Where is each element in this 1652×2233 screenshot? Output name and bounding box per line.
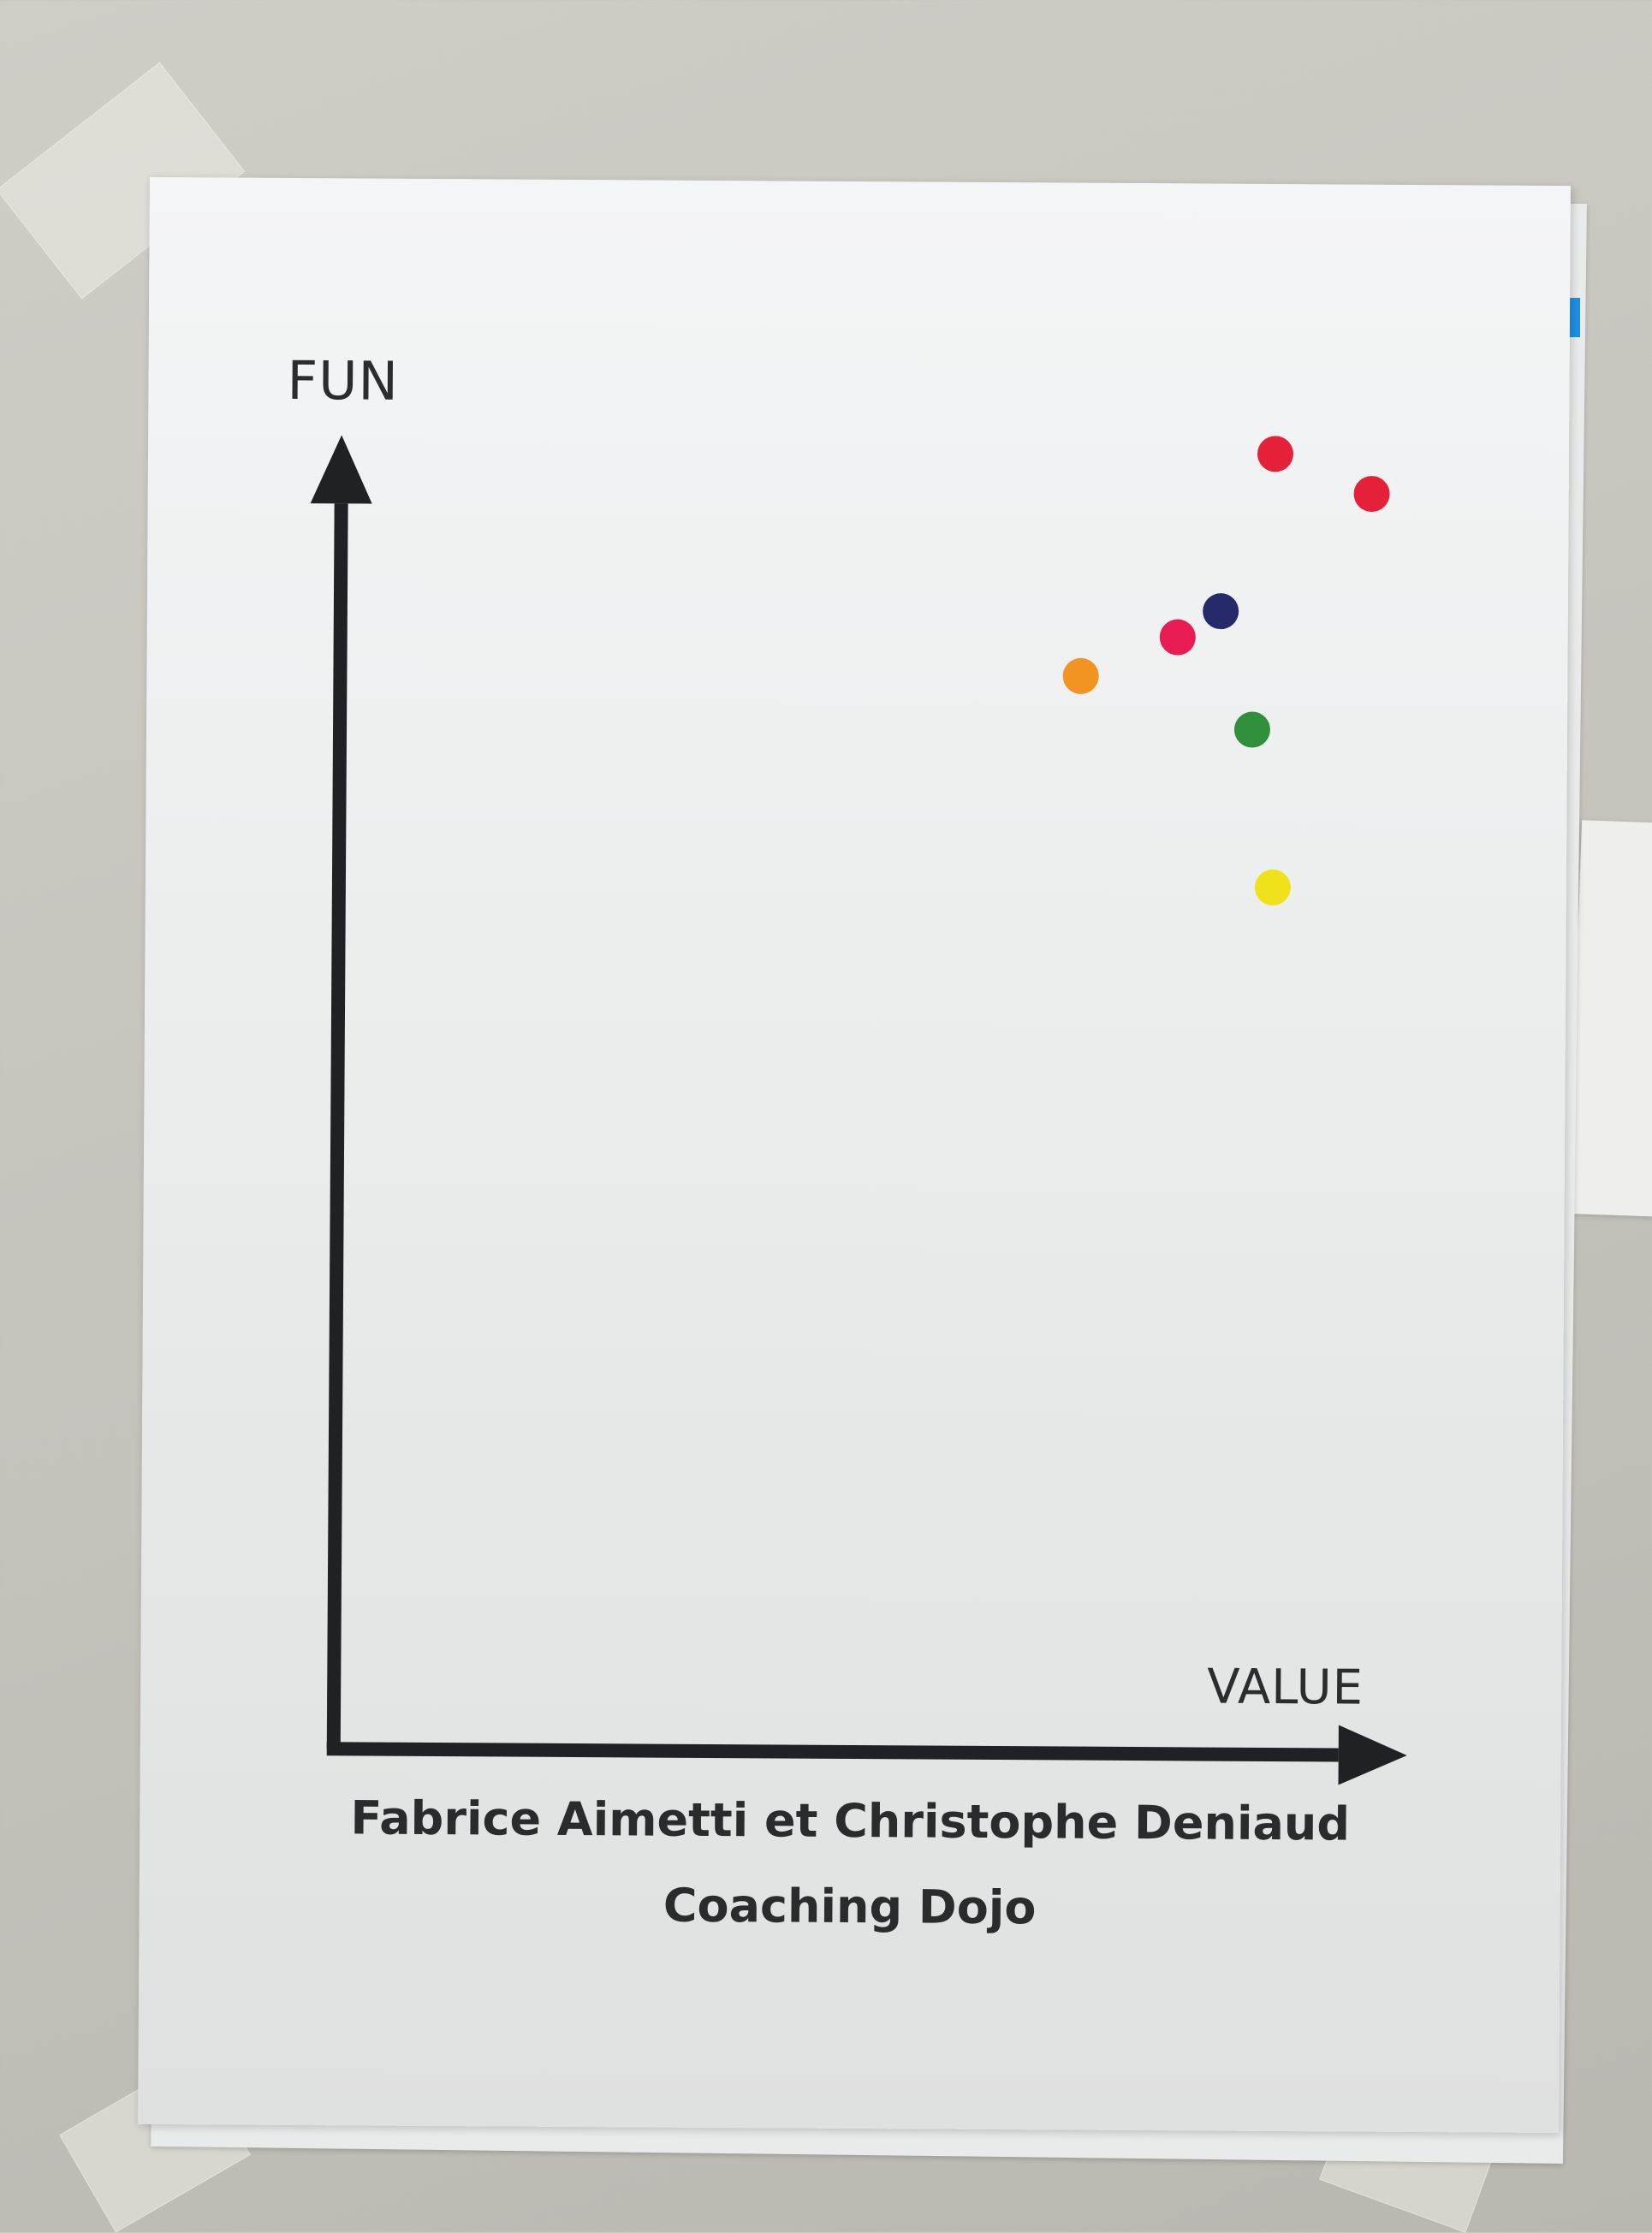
sticker-dot: [1062, 657, 1099, 694]
sticker-dot: [1353, 476, 1390, 513]
poster-title: Coaching Dojo: [663, 1878, 1037, 1935]
y-axis-line: [326, 503, 348, 1749]
x-axis-line: [326, 1742, 1339, 1762]
sticker-dot: [1254, 869, 1291, 906]
x-axis-label: VALUE: [1207, 1659, 1364, 1716]
poster-sheet: FUN VALUE Fabrice Aimetti et Christophe …: [138, 176, 1571, 2134]
sticker-dot: [1257, 436, 1293, 472]
sticker-dot: [1233, 711, 1270, 748]
x-axis-arrowhead-icon: [1338, 1725, 1407, 1785]
axes-graphic: [310, 435, 1407, 1785]
sticker-dot: [1159, 619, 1196, 656]
author-line: Fabrice Aimetti et Christophe Deniaud: [350, 1791, 1351, 1851]
sticker-dot: [1203, 593, 1239, 630]
y-axis-label: FUN: [287, 348, 400, 413]
sticker-dots: [1062, 436, 1390, 906]
y-axis-arrowhead-icon: [310, 435, 372, 504]
side-paper-scrap: [1568, 820, 1652, 1217]
